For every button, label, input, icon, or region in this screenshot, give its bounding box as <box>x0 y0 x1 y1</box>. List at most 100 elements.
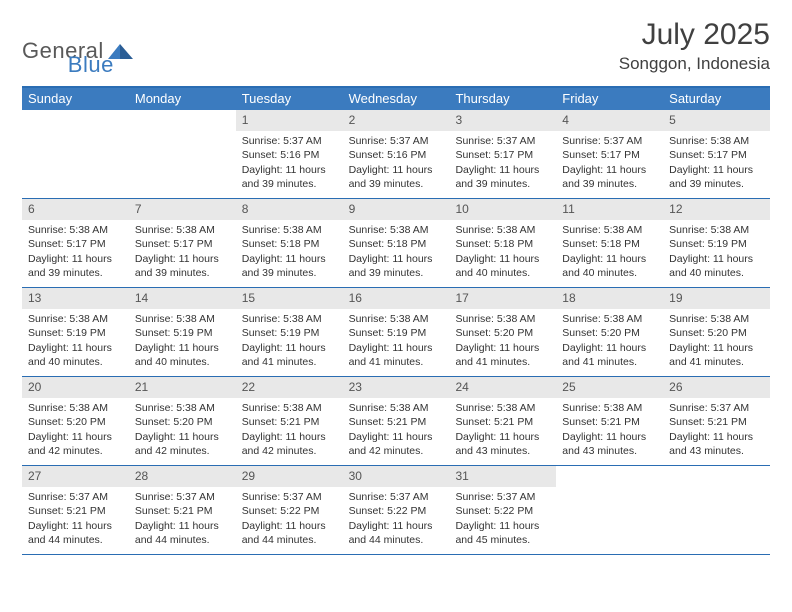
day-number: 30 <box>343 466 450 487</box>
day-cell: 15 Sunrise: 5:38 AMSunset: 5:19 PMDayligh… <box>236 288 343 376</box>
day-cell: 4 Sunrise: 5:37 AMSunset: 5:17 PMDaylight… <box>556 110 663 198</box>
day-number: 12 <box>663 199 770 220</box>
day-body: Sunrise: 5:38 AMSunset: 5:17 PMDaylight:… <box>663 134 770 191</box>
day-cell: 6 Sunrise: 5:38 AMSunset: 5:17 PMDaylight… <box>22 199 129 287</box>
day-cell: 11 Sunrise: 5:38 AMSunset: 5:18 PMDayligh… <box>556 199 663 287</box>
day-body: Sunrise: 5:38 AMSunset: 5:20 PMDaylight:… <box>663 312 770 369</box>
day-number: 7 <box>129 199 236 220</box>
location-title: Songgon, Indonesia <box>619 54 770 74</box>
day-body: Sunrise: 5:37 AMSunset: 5:21 PMDaylight:… <box>663 401 770 458</box>
day-cell: 1 Sunrise: 5:37 AMSunset: 5:16 PMDaylight… <box>236 110 343 198</box>
day-number: 21 <box>129 377 236 398</box>
day-number: 19 <box>663 288 770 309</box>
day-number: 26 <box>663 377 770 398</box>
day-number: 15 <box>236 288 343 309</box>
day-number: 29 <box>236 466 343 487</box>
day-cell: 26 Sunrise: 5:37 AMSunset: 5:21 PMDayligh… <box>663 377 770 465</box>
day-cell: 27 Sunrise: 5:37 AMSunset: 5:21 PMDayligh… <box>22 466 129 554</box>
day-body: Sunrise: 5:38 AMSunset: 5:18 PMDaylight:… <box>343 223 450 280</box>
day-body: Sunrise: 5:37 AMSunset: 5:22 PMDaylight:… <box>236 490 343 547</box>
day-header: Thursday <box>449 88 556 110</box>
day-number: 16 <box>343 288 450 309</box>
day-number: 3 <box>449 110 556 131</box>
day-cell: 0 <box>663 466 770 554</box>
day-number: 20 <box>22 377 129 398</box>
day-body: Sunrise: 5:38 AMSunset: 5:19 PMDaylight:… <box>129 312 236 369</box>
day-number: 4 <box>556 110 663 131</box>
day-body: Sunrise: 5:37 AMSunset: 5:16 PMDaylight:… <box>343 134 450 191</box>
day-body: Sunrise: 5:38 AMSunset: 5:19 PMDaylight:… <box>22 312 129 369</box>
day-body: Sunrise: 5:38 AMSunset: 5:18 PMDaylight:… <box>449 223 556 280</box>
day-body: Sunrise: 5:38 AMSunset: 5:17 PMDaylight:… <box>22 223 129 280</box>
day-body: Sunrise: 5:37 AMSunset: 5:17 PMDaylight:… <box>556 134 663 191</box>
day-body: Sunrise: 5:38 AMSunset: 5:19 PMDaylight:… <box>236 312 343 369</box>
day-number: 2 <box>343 110 450 131</box>
day-number: 17 <box>449 288 556 309</box>
day-number: 31 <box>449 466 556 487</box>
header-bar: General Blue July 2025 Songgon, Indonesi… <box>22 18 770 78</box>
day-cell: 3Sunrise: 5:37 AMSunset: 5:17 PMDaylight… <box>449 110 556 198</box>
day-number: 10 <box>449 199 556 220</box>
day-cell: 22Sunrise: 5:38 AMSunset: 5:21 PMDayligh… <box>236 377 343 465</box>
day-number: 24 <box>449 377 556 398</box>
day-number: 28 <box>129 466 236 487</box>
day-cell: 25Sunrise: 5:38 AMSunset: 5:21 PMDayligh… <box>556 377 663 465</box>
day-header: Friday <box>556 88 663 110</box>
day-number: 9 <box>343 199 450 220</box>
day-cell: 30 Sunrise: 5:37 AMSunset: 5:22 PMDayligh… <box>343 466 450 554</box>
day-body: Sunrise: 5:37 AMSunset: 5:21 PMDaylight:… <box>22 490 129 547</box>
day-cell: 8Sunrise: 5:38 AMSunset: 5:18 PMDaylight… <box>236 199 343 287</box>
month-title: July 2025 <box>619 18 770 52</box>
day-cell: 9 Sunrise: 5:38 AMSunset: 5:18 PMDaylight… <box>343 199 450 287</box>
day-cell: 20 Sunrise: 5:38 AMSunset: 5:20 PMDayligh… <box>22 377 129 465</box>
day-body: Sunrise: 5:38 AMSunset: 5:21 PMDaylight:… <box>236 401 343 458</box>
day-number: 11 <box>556 199 663 220</box>
title-block: July 2025 Songgon, Indonesia <box>619 18 770 74</box>
day-body: Sunrise: 5:38 AMSunset: 5:19 PMDaylight:… <box>343 312 450 369</box>
day-body: Sunrise: 5:38 AMSunset: 5:20 PMDaylight:… <box>22 401 129 458</box>
day-number: 5 <box>663 110 770 131</box>
day-header: Sunday <box>22 88 129 110</box>
day-cell: 28Sunrise: 5:37 AMSunset: 5:21 PMDayligh… <box>129 466 236 554</box>
day-body: Sunrise: 5:38 AMSunset: 5:20 PMDaylight:… <box>129 401 236 458</box>
day-cell: 0 <box>129 110 236 198</box>
day-header: Monday <box>129 88 236 110</box>
day-cell: 14 Sunrise: 5:38 AMSunset: 5:19 PMDayligh… <box>129 288 236 376</box>
day-body: Sunrise: 5:37 AMSunset: 5:16 PMDaylight:… <box>236 134 343 191</box>
day-number: 14 <box>129 288 236 309</box>
day-body: Sunrise: 5:37 AMSunset: 5:22 PMDaylight:… <box>343 490 450 547</box>
day-cell: 29 Sunrise: 5:37 AMSunset: 5:22 PMDayligh… <box>236 466 343 554</box>
day-cell: 7Sunrise: 5:38 AMSunset: 5:17 PMDaylight… <box>129 199 236 287</box>
day-cell: 2 Sunrise: 5:37 AMSunset: 5:16 PMDaylight… <box>343 110 450 198</box>
week-row: 6 Sunrise: 5:38 AMSunset: 5:17 PMDaylight… <box>22 199 770 288</box>
logo: General Blue <box>22 24 114 78</box>
day-cell: 12 Sunrise: 5:38 AMSunset: 5:19 PMDayligh… <box>663 199 770 287</box>
day-header: Wednesday <box>343 88 450 110</box>
day-cell: 13 Sunrise: 5:38 AMSunset: 5:19 PMDayligh… <box>22 288 129 376</box>
day-number: 6 <box>22 199 129 220</box>
day-body: Sunrise: 5:38 AMSunset: 5:21 PMDaylight:… <box>343 401 450 458</box>
day-number: 8 <box>236 199 343 220</box>
logo-text-blue: Blue <box>68 52 114 78</box>
day-header-row: SundayMondayTuesdayWednesdayThursdayFrid… <box>22 88 770 110</box>
day-header: Saturday <box>663 88 770 110</box>
day-header: Tuesday <box>236 88 343 110</box>
day-number: 18 <box>556 288 663 309</box>
day-cell: 18Sunrise: 5:38 AMSunset: 5:20 PMDayligh… <box>556 288 663 376</box>
day-cell: 17 Sunrise: 5:38 AMSunset: 5:20 PMDayligh… <box>449 288 556 376</box>
day-number: 23 <box>343 377 450 398</box>
day-number: 1 <box>236 110 343 131</box>
day-number: 27 <box>22 466 129 487</box>
day-cell: 0 <box>22 110 129 198</box>
day-body: Sunrise: 5:38 AMSunset: 5:19 PMDaylight:… <box>663 223 770 280</box>
day-body: Sunrise: 5:38 AMSunset: 5:18 PMDaylight:… <box>556 223 663 280</box>
calendar: SundayMondayTuesdayWednesdayThursdayFrid… <box>22 86 770 555</box>
day-body: Sunrise: 5:38 AMSunset: 5:20 PMDaylight:… <box>449 312 556 369</box>
day-cell: 23 Sunrise: 5:38 AMSunset: 5:21 PMDayligh… <box>343 377 450 465</box>
day-cell: 5 Sunrise: 5:38 AMSunset: 5:17 PMDaylight… <box>663 110 770 198</box>
day-number: 13 <box>22 288 129 309</box>
day-cell: 24 Sunrise: 5:38 AMSunset: 5:21 PMDayligh… <box>449 377 556 465</box>
day-body: Sunrise: 5:38 AMSunset: 5:21 PMDaylight:… <box>449 401 556 458</box>
day-number: 25 <box>556 377 663 398</box>
day-body: Sunrise: 5:37 AMSunset: 5:22 PMDaylight:… <box>449 490 556 547</box>
